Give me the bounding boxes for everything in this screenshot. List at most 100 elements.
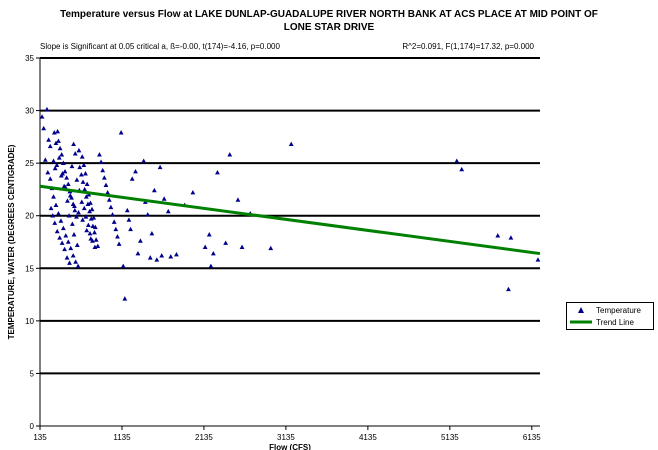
data-point-61 [53, 140, 59, 145]
y-tick-label-5: 5 [30, 369, 35, 378]
data-point-87 [84, 227, 90, 233]
data-point-41 [87, 208, 92, 214]
y-tick-label-35: 35 [25, 54, 34, 63]
data-point-102 [74, 177, 80, 182]
data-point-81 [58, 173, 64, 178]
data-point-97 [64, 255, 70, 260]
gridlines [40, 57, 540, 375]
data-point-54 [108, 204, 114, 210]
data-point-58 [115, 234, 120, 239]
data-point-119 [138, 238, 143, 243]
data-point-139 [215, 170, 220, 175]
data-point-6 [52, 165, 58, 171]
data-point-85 [76, 209, 81, 215]
data-point-25 [53, 202, 59, 207]
x-tick-label-135: 135 [33, 433, 47, 442]
data-point-86 [80, 217, 86, 222]
data-point-105 [81, 205, 87, 211]
data-point-92 [52, 220, 58, 225]
data-point-66 [66, 213, 72, 218]
data-point-28 [60, 225, 66, 231]
data-point-36 [78, 172, 84, 177]
data-point-65 [65, 198, 70, 203]
data-point-12 [62, 168, 68, 174]
data-point-149 [495, 233, 501, 238]
data-point-110 [118, 130, 124, 135]
axes [36, 57, 540, 430]
data-point-106 [83, 214, 89, 219]
data-point-53 [106, 197, 112, 202]
data-point-89 [92, 244, 98, 250]
data-point-122 [145, 212, 151, 217]
data-point-151 [508, 235, 514, 240]
data-point-45 [93, 237, 99, 242]
data-point-96 [62, 246, 67, 252]
data-point-4 [47, 143, 53, 149]
data-point-5 [51, 158, 56, 163]
data-point-20 [42, 157, 48, 162]
chart-title: Temperature versus Flow at LAKE DUNLAP-G… [0, 8, 658, 34]
data-point-101 [72, 151, 78, 156]
trend-line-group [39, 184, 541, 256]
data-point-98 [67, 260, 72, 265]
data-point-145 [268, 245, 274, 251]
data-point-11 [60, 160, 66, 165]
data-point-107 [85, 222, 91, 227]
data-point-126 [154, 257, 160, 262]
chart-title-line-2: LONE STAR DRIVE [283, 22, 375, 33]
data-point-136 [206, 232, 212, 237]
data-point-46 [95, 243, 101, 249]
data-point-24 [51, 194, 56, 199]
data-point-150 [506, 286, 511, 292]
data-point-91 [50, 213, 56, 218]
data-point-95 [59, 240, 65, 245]
data-point-117 [133, 168, 138, 174]
data-point-140 [223, 240, 229, 245]
data-point-44 [92, 229, 97, 235]
data-point-137 [208, 263, 214, 268]
slope-stat-text: Slope is Significant at 0.05 critical a,… [40, 42, 280, 51]
data-point-8 [56, 138, 61, 143]
x-tick-label-3135: 3135 [277, 433, 295, 442]
data-point-70 [76, 147, 82, 153]
data-point-67 [69, 221, 75, 226]
data-point-19 [74, 214, 79, 219]
data-point-26 [56, 211, 61, 216]
y-tick-label-0: 0 [30, 422, 35, 431]
data-point-43 [90, 223, 96, 229]
data-point-93 [54, 228, 60, 234]
data-point-125 [151, 187, 157, 193]
data-point-104 [79, 199, 85, 204]
legend-item-temperature: Temperature [569, 304, 641, 316]
data-point-13 [64, 175, 70, 180]
data-point-124 [149, 230, 155, 236]
x-axis-label: Flow (CFS) [269, 443, 311, 450]
data-point-31 [68, 245, 74, 251]
data-point-71 [79, 154, 85, 159]
data-point-35 [77, 164, 83, 170]
y-tick-label-15: 15 [25, 264, 34, 273]
data-point-7 [55, 129, 61, 134]
data-point-112 [122, 296, 128, 301]
data-point-138 [210, 250, 216, 256]
chart-title-line-1: Temperature versus Flow at LAKE DUNLAP-G… [60, 9, 598, 20]
data-point-113 [124, 207, 130, 213]
data-point-48 [98, 159, 104, 164]
data-point-62 [56, 155, 62, 160]
triangle-marker-icon [569, 305, 593, 315]
data-point-14 [65, 181, 71, 186]
data-point-55 [110, 212, 115, 217]
data-point-59 [116, 241, 122, 246]
data-point-108 [87, 230, 93, 236]
data-point-30 [65, 239, 71, 244]
line-swatch-icon [569, 317, 593, 327]
data-point-131 [168, 254, 174, 259]
data-point-147 [454, 158, 460, 163]
data-point-146 [288, 141, 294, 147]
data-point-77 [89, 206, 95, 212]
data-point-129 [161, 196, 167, 201]
data-point-116 [129, 176, 135, 181]
data-point-0 [39, 114, 45, 119]
data-point-21 [45, 170, 51, 175]
